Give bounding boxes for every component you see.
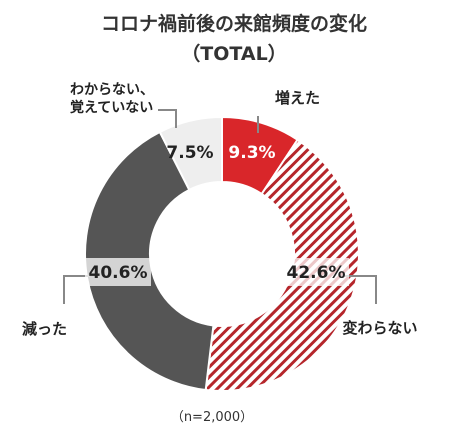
value-label-0: 9.3% (228, 143, 275, 163)
value-label-bg-2 (85, 258, 151, 286)
category-label-0: 増えた (275, 89, 320, 107)
chart-subtitle: （TOTAL） (181, 42, 286, 65)
value-label-bg-1 (283, 258, 349, 286)
value-label-3: 7.5% (166, 143, 213, 163)
slice-1 (204, 138, 360, 392)
sample-size-note: （n=2,000） (171, 410, 253, 425)
chart-title: コロナ禍前後の来館頻度の変化 (101, 12, 367, 35)
leader-line-2 (63, 275, 90, 304)
leader-line-3 (158, 109, 177, 128)
value-label-1: 42.6% (287, 263, 346, 283)
category-label-2: 減った (22, 320, 67, 338)
leader-line-1 (342, 275, 377, 304)
category-label-3: わからない、覚えていない (70, 82, 154, 116)
value-label-2: 40.6% (89, 263, 148, 283)
category-label-1: 変わらない (342, 319, 417, 337)
